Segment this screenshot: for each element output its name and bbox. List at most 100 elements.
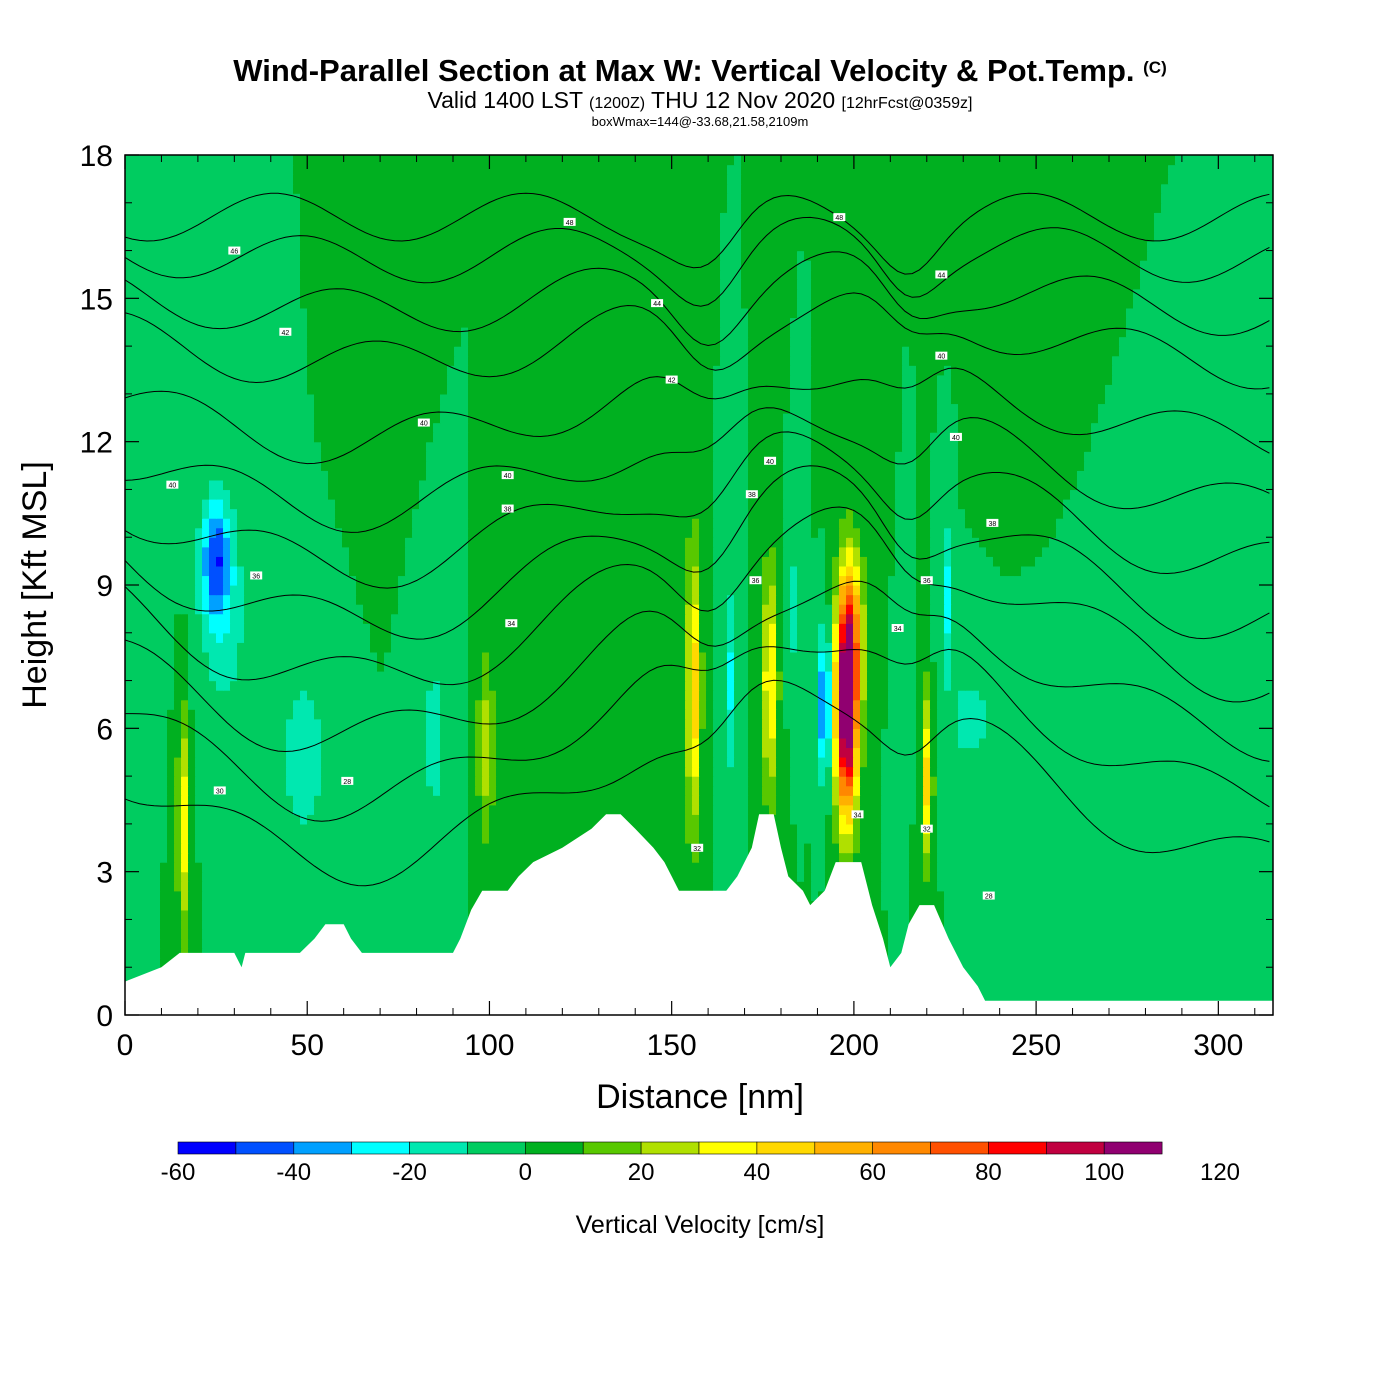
w-cell — [741, 728, 749, 739]
w-cell — [979, 938, 987, 949]
w-cell — [1154, 967, 1162, 978]
w-cell — [1000, 957, 1008, 968]
w-cell — [965, 728, 973, 739]
w-cell — [741, 823, 749, 835]
w-cell — [300, 776, 308, 787]
w-cell — [1161, 795, 1169, 806]
w-cell — [314, 718, 322, 729]
w-cell — [734, 814, 742, 825]
w-cell — [531, 843, 539, 854]
w-cell — [783, 823, 791, 835]
w-cell — [559, 814, 567, 825]
w-cell — [272, 785, 280, 796]
w-cell — [650, 833, 658, 844]
w-cell — [230, 785, 238, 796]
w-cell — [972, 948, 980, 959]
w-cell — [1252, 785, 1260, 796]
w-cell — [286, 823, 294, 835]
w-cell — [1091, 766, 1099, 777]
w-cell — [958, 843, 966, 854]
w-cell — [461, 747, 469, 758]
w-cell — [202, 909, 210, 921]
w-cell — [132, 795, 140, 806]
w-cell — [433, 938, 441, 949]
w-cell — [678, 823, 686, 835]
w-cell — [510, 737, 518, 749]
w-cell — [881, 871, 889, 882]
w-cell — [160, 776, 168, 787]
w-cell — [958, 900, 966, 911]
w-cell — [146, 728, 154, 739]
w-cell — [1014, 843, 1022, 854]
w-cell — [167, 747, 175, 758]
w-cell — [1077, 862, 1085, 873]
w-cell — [244, 804, 252, 815]
w-cell — [706, 843, 714, 854]
w-cell — [1210, 976, 1218, 987]
w-cell — [1252, 862, 1260, 873]
w-cell — [874, 747, 882, 758]
w-cell — [1070, 881, 1078, 892]
w-cell — [783, 814, 791, 825]
w-cell — [482, 728, 490, 739]
w-cell — [1189, 900, 1197, 911]
w-cell — [363, 795, 371, 806]
w-cell — [1210, 823, 1218, 835]
w-cell — [370, 929, 378, 940]
w-cell — [167, 804, 175, 815]
w-cell — [979, 881, 987, 892]
w-cell — [293, 804, 301, 815]
w-cell — [349, 843, 357, 854]
w-cell — [1203, 890, 1211, 901]
w-cell — [1098, 948, 1106, 959]
w-cell — [993, 948, 1001, 959]
w-cell — [1084, 900, 1092, 911]
w-cell — [909, 900, 917, 911]
w-cell — [1238, 728, 1246, 739]
w-cell — [440, 862, 448, 873]
w-cell — [300, 862, 308, 873]
w-cell — [265, 843, 273, 854]
w-cell — [209, 785, 217, 796]
w-cell — [727, 766, 735, 777]
w-cell — [1252, 737, 1260, 749]
w-cell — [545, 766, 553, 777]
w-cell — [195, 804, 203, 815]
w-cell — [328, 795, 336, 806]
w-cell — [790, 843, 798, 854]
valid-date: THU 12 Nov 2020 — [651, 87, 836, 113]
w-cell — [174, 929, 182, 940]
w-cell — [1161, 871, 1169, 882]
w-cell — [1000, 747, 1008, 758]
w-cell — [1028, 871, 1036, 882]
w-cell — [1217, 890, 1225, 901]
w-cell — [818, 728, 826, 739]
w-cell — [1210, 737, 1218, 749]
w-cell — [1196, 881, 1204, 892]
w-cell — [958, 785, 966, 796]
w-cell — [923, 852, 931, 863]
w-cell — [181, 938, 189, 949]
w-cell — [517, 776, 525, 787]
w-cell — [258, 833, 266, 844]
w-cell — [1189, 871, 1197, 882]
w-cell — [286, 919, 294, 930]
w-cell — [1063, 919, 1071, 930]
w-cell — [1140, 871, 1148, 882]
w-cell — [153, 890, 161, 901]
w-cell — [538, 776, 546, 787]
w-cell — [391, 795, 399, 806]
w-cell — [909, 823, 917, 835]
w-cell — [132, 804, 140, 815]
w-cell — [237, 957, 245, 968]
w-cell — [433, 737, 441, 749]
w-cell — [832, 814, 840, 825]
w-cell — [160, 890, 168, 901]
w-cell — [1266, 919, 1273, 930]
w-cell — [230, 852, 238, 863]
w-cell — [447, 881, 455, 892]
w-cell — [244, 929, 252, 940]
w-cell — [1007, 938, 1015, 949]
w-cell — [1168, 814, 1176, 825]
w-cell — [1028, 976, 1036, 987]
